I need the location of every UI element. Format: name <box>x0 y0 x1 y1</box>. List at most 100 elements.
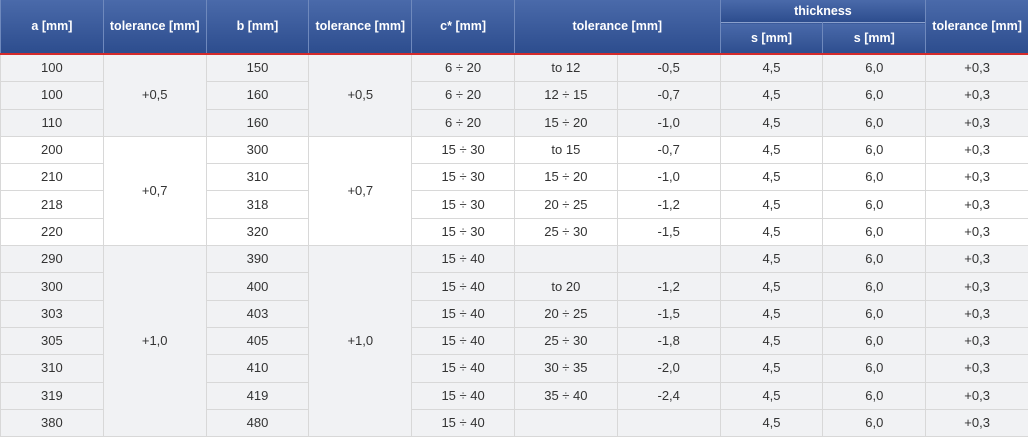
cell-c-range <box>513 245 618 274</box>
cell-c: 15 ÷ 30 <box>411 135 515 165</box>
cell-c-range: 15 ÷ 20 <box>513 108 618 137</box>
cell-tolerance-s: +0,3 <box>925 190 1028 219</box>
cell-c-range: to 20 <box>513 272 618 301</box>
cell-c: 15 ÷ 30 <box>411 190 515 219</box>
cell-c: 6 ÷ 20 <box>411 53 515 83</box>
cell-c: 15 ÷ 30 <box>411 217 515 247</box>
cell-s-1: 4,5 <box>719 190 824 219</box>
cell-tolerance-b: +0,5 <box>308 53 413 137</box>
cell-b: 403 <box>205 299 310 328</box>
cell-s-2: 6,0 <box>822 245 927 274</box>
table-row: 310 410 15 ÷ 40 30 ÷ 35 -2,0 4,5 6,0 +0,3 <box>0 354 1028 383</box>
cell-c: 15 ÷ 40 <box>411 354 515 383</box>
cell-c-deviation: -1,5 <box>616 299 721 328</box>
cell-s-1: 4,5 <box>719 245 824 274</box>
cell-b: 400 <box>205 272 310 301</box>
cell-s-2: 6,0 <box>822 81 927 110</box>
cell-tolerance-s: +0,3 <box>925 217 1028 247</box>
cell-a: 303 <box>0 299 104 328</box>
table-row: 319 419 15 ÷ 40 35 ÷ 40 -2,4 4,5 6,0 +0,3 <box>0 381 1028 410</box>
table-row: 300 400 15 ÷ 40 to 20 -1,2 4,5 6,0 +0,3 <box>0 272 1028 301</box>
cell-tolerance-s: +0,3 <box>925 326 1028 356</box>
table-row: 303 403 15 ÷ 40 20 ÷ 25 -1,5 4,5 6,0 +0,3 <box>0 299 1028 328</box>
header-s-2: s [mm] <box>822 22 927 55</box>
cell-tolerance-a: +0,5 <box>102 53 207 137</box>
cell-c: 6 ÷ 20 <box>411 81 515 110</box>
cell-s-1: 4,5 <box>719 53 824 83</box>
header-tolerance-s: tolerance [mm] <box>925 0 1028 55</box>
cell-s-1: 4,5 <box>719 272 824 301</box>
table-row: 100 160 6 ÷ 20 12 ÷ 15 -0,7 4,5 6,0 +0,3 <box>0 81 1028 110</box>
cell-c-range: 20 ÷ 25 <box>513 299 618 328</box>
cell-s-1: 4,5 <box>719 163 824 192</box>
header-tolerance-c: tolerance [mm] <box>513 0 721 55</box>
cell-s-2: 6,0 <box>822 272 927 301</box>
cell-a: 319 <box>0 381 104 410</box>
table-row: 305 405 15 ÷ 40 25 ÷ 30 -1,8 4,5 6,0 +0,3 <box>0 326 1028 356</box>
table-row: 200 +0,7 300 +0,7 15 ÷ 30 to 15 -0,7 4,5 6,0 +0,3 <box>0 135 1028 247</box>
cell-tolerance-s: +0,3 <box>925 354 1028 383</box>
cell-a: 110 <box>0 108 104 137</box>
cell-s-1: 4,5 <box>719 108 824 137</box>
cell-a: 380 <box>0 408 104 438</box>
cell-tolerance-s: +0,3 <box>925 272 1028 301</box>
cell-c: 15 ÷ 40 <box>411 272 515 301</box>
cell-c-range: 25 ÷ 30 <box>513 217 618 247</box>
cell-b: 480 <box>205 408 310 438</box>
cell-b: 300 <box>205 135 310 165</box>
cell-c-range: 12 ÷ 15 <box>513 81 618 110</box>
cell-tolerance-b: +1,0 <box>308 245 413 438</box>
cell-a: 290 <box>0 245 104 274</box>
cell-s-1: 4,5 <box>719 408 824 438</box>
cell-s-2: 6,0 <box>822 408 927 438</box>
table-row: 220 320 15 ÷ 30 25 ÷ 30 -1,5 4,5 6,0 +0,3 <box>0 217 1028 247</box>
cell-s-2: 6,0 <box>822 53 927 83</box>
cell-s-1: 4,5 <box>719 299 824 328</box>
cell-s-2: 6,0 <box>822 163 927 192</box>
cell-c-deviation: -1,0 <box>616 108 721 137</box>
cell-s-2: 6,0 <box>822 299 927 328</box>
cell-a: 100 <box>0 53 104 83</box>
cell-a: 310 <box>0 354 104 383</box>
cell-tolerance-s: +0,3 <box>925 163 1028 192</box>
cell-s-1: 4,5 <box>719 217 824 247</box>
cell-tolerance-s: +0,3 <box>925 245 1028 274</box>
cell-s-1: 4,5 <box>719 135 824 165</box>
cell-a: 100 <box>0 81 104 110</box>
cell-a: 210 <box>0 163 104 192</box>
cell-c-range: 20 ÷ 25 <box>513 190 618 219</box>
header-thickness: thickness <box>719 0 927 23</box>
header-row-bottom: s [mm] s [mm] <box>1 22 1028 55</box>
cell-b: 310 <box>205 163 310 192</box>
cell-tolerance-a: +1,0 <box>102 245 207 438</box>
cell-tolerance-b: +0,7 <box>308 135 413 247</box>
cell-b: 320 <box>205 217 310 247</box>
cell-b: 390 <box>205 245 310 274</box>
table-row: 290 +1,0 390 +1,0 15 ÷ 40 4,5 6,0 +0,3 <box>0 245 1028 438</box>
cell-c-deviation: -0,7 <box>616 81 721 110</box>
cell-a: 200 <box>0 135 104 165</box>
cell-c: 15 ÷ 40 <box>411 408 515 438</box>
cell-tolerance-s: +0,3 <box>925 135 1028 165</box>
cell-a: 218 <box>0 190 104 219</box>
cell-c-deviation <box>616 408 721 438</box>
cell-c: 15 ÷ 40 <box>411 245 515 274</box>
cell-s-2: 6,0 <box>822 381 927 410</box>
cell-c: 15 ÷ 40 <box>411 381 515 410</box>
table-row: 380 480 15 ÷ 40 4,5 6,0 +0,3 <box>0 408 1028 438</box>
table-row: 218 318 15 ÷ 30 20 ÷ 25 -1,2 4,5 6,0 +0,3 <box>0 190 1028 219</box>
cell-c-range: 30 ÷ 35 <box>513 354 618 383</box>
cell-a: 305 <box>0 326 104 356</box>
header-tolerance-b: tolerance [mm] <box>308 0 413 55</box>
cell-s-2: 6,0 <box>822 108 927 137</box>
cell-tolerance-s: +0,3 <box>925 408 1028 438</box>
cell-tolerance-s: +0,3 <box>925 108 1028 137</box>
table-body: 100 +0,5 150 +0,5 6 ÷ 20 to 12 -0,5 4,5 6,0 +0,3 1… <box>0 53 1028 438</box>
cell-c-deviation <box>616 245 721 274</box>
table-row: 100 +0,5 150 +0,5 6 ÷ 20 to 12 -0,5 4,5 6,0 +0,3 <box>0 53 1028 137</box>
cell-s-2: 6,0 <box>822 190 927 219</box>
cell-tolerance-s: +0,3 <box>925 53 1028 83</box>
header-tolerance-a: tolerance [mm] <box>102 0 207 55</box>
header-a: a [mm] <box>0 0 104 55</box>
cell-s-1: 4,5 <box>719 326 824 356</box>
